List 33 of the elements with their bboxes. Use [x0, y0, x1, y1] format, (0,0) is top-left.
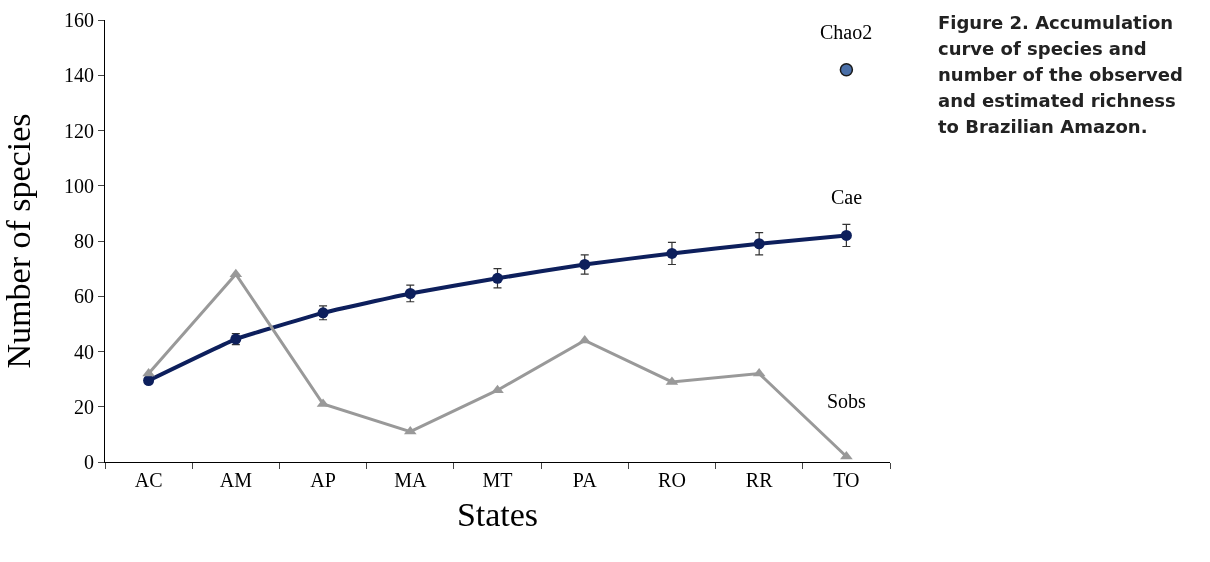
x-tick-label: RR — [745, 469, 774, 492]
y-tick-label: 0 — [83, 451, 94, 473]
y-tick-label: 140 — [63, 64, 94, 87]
series-label: Chao2 — [820, 21, 873, 43]
point — [578, 334, 592, 344]
point — [404, 287, 416, 299]
point — [840, 450, 853, 460]
point — [840, 229, 852, 241]
x-tick-label: MT — [482, 469, 513, 492]
y-axis-title: Number of species — [0, 113, 37, 369]
series-label: Sobs — [827, 390, 867, 412]
point — [839, 62, 854, 77]
point — [666, 247, 678, 259]
x-tick-label: AP — [310, 469, 336, 492]
x-tick-label: TO — [833, 469, 860, 492]
y-tick-label: 120 — [63, 119, 94, 142]
x-axis-title: States — [456, 496, 539, 534]
caption: Figure 2. Accumulation curve of species and number of the observed and estimated richness to Brazilian Amazon. — [938, 11, 1184, 139]
x-tick-label: PA — [572, 469, 598, 492]
y-tick-label: 80 — [73, 230, 94, 252]
y-tick-label: 60 — [73, 285, 94, 308]
y-tick-label: 100 — [63, 174, 94, 197]
y-tick-label: 40 — [73, 340, 94, 363]
x-tick-label: MA — [394, 469, 427, 492]
point — [492, 272, 503, 284]
y-tick-label: 20 — [73, 395, 94, 418]
x-tick-label: RO — [658, 469, 686, 492]
y-tick-label: 160 — [63, 9, 94, 31]
point — [579, 258, 591, 270]
series-label: Cae — [831, 186, 863, 208]
x-tick-label: AC — [134, 469, 163, 492]
point — [753, 238, 765, 250]
x-tick-label: AM — [219, 469, 253, 492]
